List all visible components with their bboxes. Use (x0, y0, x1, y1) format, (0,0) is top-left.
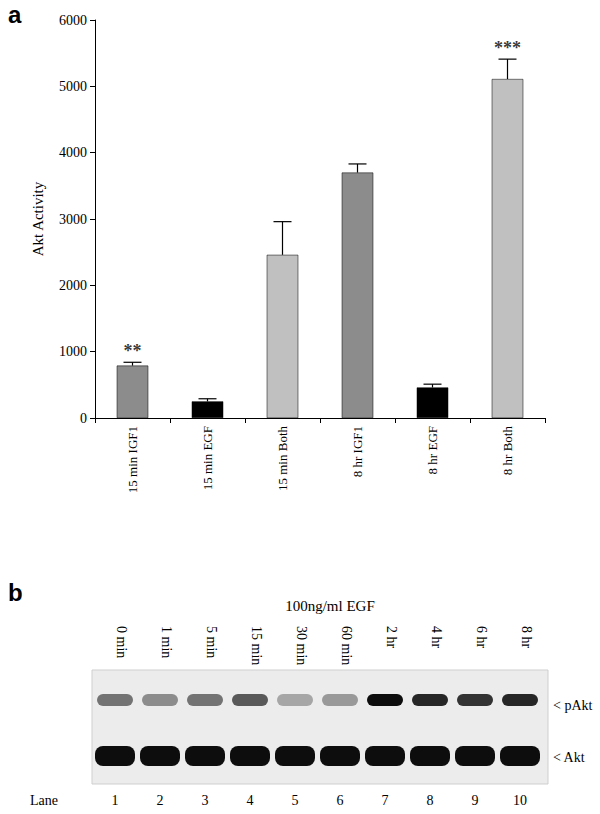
svg-text:8 hr EGF: 8 hr EGF (425, 426, 440, 474)
svg-text:0: 0 (80, 411, 87, 426)
svg-text:15 min EGF: 15 min EGF (200, 426, 215, 490)
svg-text:15 min Both: 15 min Both (275, 426, 290, 492)
svg-text:2 hr: 2 hr (384, 626, 399, 649)
svg-text:6000: 6000 (59, 13, 87, 28)
svg-text:30 min: 30 min (294, 626, 309, 665)
svg-text:1: 1 (112, 793, 119, 808)
svg-text:8 hr Both: 8 hr Both (500, 426, 515, 476)
svg-text:5000: 5000 (59, 79, 87, 94)
svg-text:6 hr: 6 hr (474, 626, 489, 649)
svg-text:8 hr IGF1: 8 hr IGF1 (350, 426, 365, 477)
svg-text:2000: 2000 (59, 278, 87, 293)
svg-text:Akt Activity: Akt Activity (30, 181, 46, 256)
svg-text:1 min: 1 min (159, 626, 174, 658)
svg-text:3: 3 (202, 793, 209, 808)
svg-text:***: *** (494, 38, 521, 58)
svg-text:1000: 1000 (59, 344, 87, 359)
svg-text:a: a (8, 1, 22, 28)
svg-text:Lane: Lane (30, 793, 58, 808)
svg-text:60 min: 60 min (339, 626, 354, 665)
svg-text:5: 5 (292, 793, 299, 808)
svg-text:15 min: 15 min (249, 626, 264, 665)
svg-text:2: 2 (157, 793, 164, 808)
svg-text:10: 10 (513, 793, 527, 808)
svg-text:0 min: 0 min (114, 626, 129, 658)
svg-text:4: 4 (247, 793, 254, 808)
svg-text:6: 6 (337, 793, 344, 808)
svg-text:100ng/ml EGF: 100ng/ml EGF (285, 598, 375, 614)
svg-text:< pAkt: < pAkt (553, 698, 593, 713)
svg-text:< Akt: < Akt (553, 750, 585, 765)
svg-text:7: 7 (382, 793, 389, 808)
svg-text:b: b (8, 579, 23, 606)
svg-text:8 hr: 8 hr (519, 626, 534, 649)
svg-text:4 hr: 4 hr (429, 626, 444, 649)
svg-text:8: 8 (427, 793, 434, 808)
svg-text:15 min IGF1: 15 min IGF1 (125, 426, 140, 493)
svg-text:3000: 3000 (59, 212, 87, 227)
svg-text:5 min: 5 min (204, 626, 219, 658)
svg-text:**: ** (124, 341, 142, 361)
svg-text:9: 9 (472, 793, 479, 808)
svg-text:4000: 4000 (59, 145, 87, 160)
